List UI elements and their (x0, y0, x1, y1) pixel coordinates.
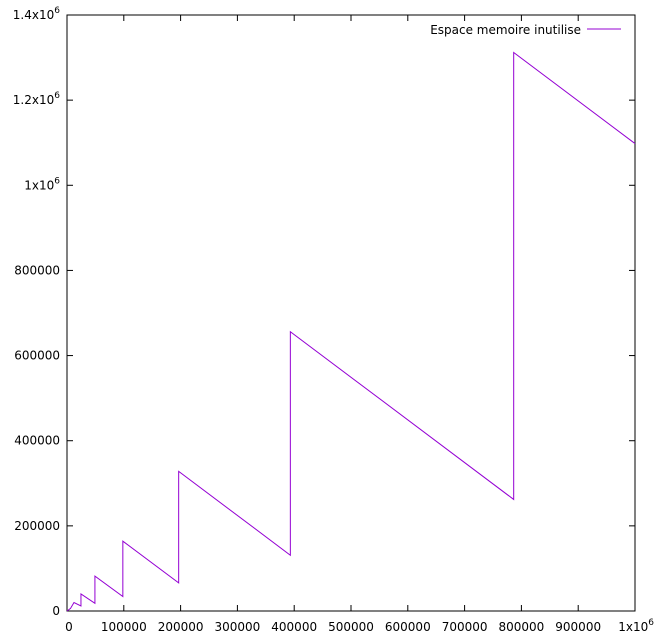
x-tick-label-text: 1x10 (618, 620, 648, 634)
y-tick-label: 1.4x106 (13, 6, 60, 22)
y-tick-label-text: 1x10 (24, 178, 54, 192)
x-tick-label-text: 0 (65, 620, 73, 634)
y-tick-label-text: 800000 (14, 263, 60, 277)
x-tick-label-text: 300000 (214, 620, 260, 634)
x-tick-label: 700000 (442, 620, 488, 634)
x-tick-label: 600000 (385, 620, 431, 634)
x-tick-label: 100000 (101, 620, 147, 634)
plot-border (66, 14, 636, 612)
x-tick-label-text: 600000 (385, 620, 431, 634)
x-tick-label: 200000 (158, 620, 204, 634)
y-tick-label-exponent: 6 (54, 176, 60, 186)
x-tick-label-text: 400000 (271, 620, 317, 634)
legend: Espace memoire inutilise (430, 23, 621, 37)
y-tick-label: 600000 (14, 349, 60, 363)
x-tick-label-text: 500000 (328, 620, 374, 634)
y-tick-label-text: 200000 (14, 519, 60, 533)
x-tick-label-text: 200000 (158, 620, 204, 634)
x-tick-label: 800000 (498, 620, 544, 634)
x-tick-label-text: 700000 (442, 620, 488, 634)
y-tick-label-text: 1.2x10 (13, 93, 54, 107)
y-tick-label-text: 0 (52, 604, 60, 618)
x-tick-label: 400000 (271, 620, 317, 634)
y-tick-label: 1x106 (24, 176, 60, 192)
x-tick-label-text: 900000 (555, 620, 601, 634)
y-tick-label: 1.2x106 (13, 91, 60, 107)
y-tick-label-text: 1.4x10 (13, 8, 54, 22)
x-tick-label: 0 (65, 620, 73, 634)
y-tick-label: 400000 (14, 434, 60, 448)
series-line-0 (66, 51, 636, 612)
x-tick-label: 900000 (555, 620, 601, 634)
x-tick-label: 500000 (328, 620, 374, 634)
y-tick-label-text: 600000 (14, 349, 60, 363)
axis-ticks: 0 100000 200000 300000 400000 500000 600000 700… (13, 6, 654, 634)
x-tick-label-exponent: 6 (648, 618, 654, 628)
y-tick-label: 800000 (14, 263, 60, 277)
series-layer (66, 51, 636, 612)
x-tick-label-text: 100000 (101, 620, 147, 634)
y-tick-label-exponent: 6 (54, 91, 60, 101)
y-tick-label: 200000 (14, 519, 60, 533)
legend-label: Espace memoire inutilise (430, 23, 581, 37)
x-tick-label-text: 800000 (498, 620, 544, 634)
x-tick-label: 1x106 (618, 618, 654, 634)
x-tick-label: 300000 (214, 620, 260, 634)
y-tick-label: 0 (52, 604, 60, 618)
y-tick-label-exponent: 6 (54, 6, 60, 16)
y-tick-label-text: 400000 (14, 434, 60, 448)
